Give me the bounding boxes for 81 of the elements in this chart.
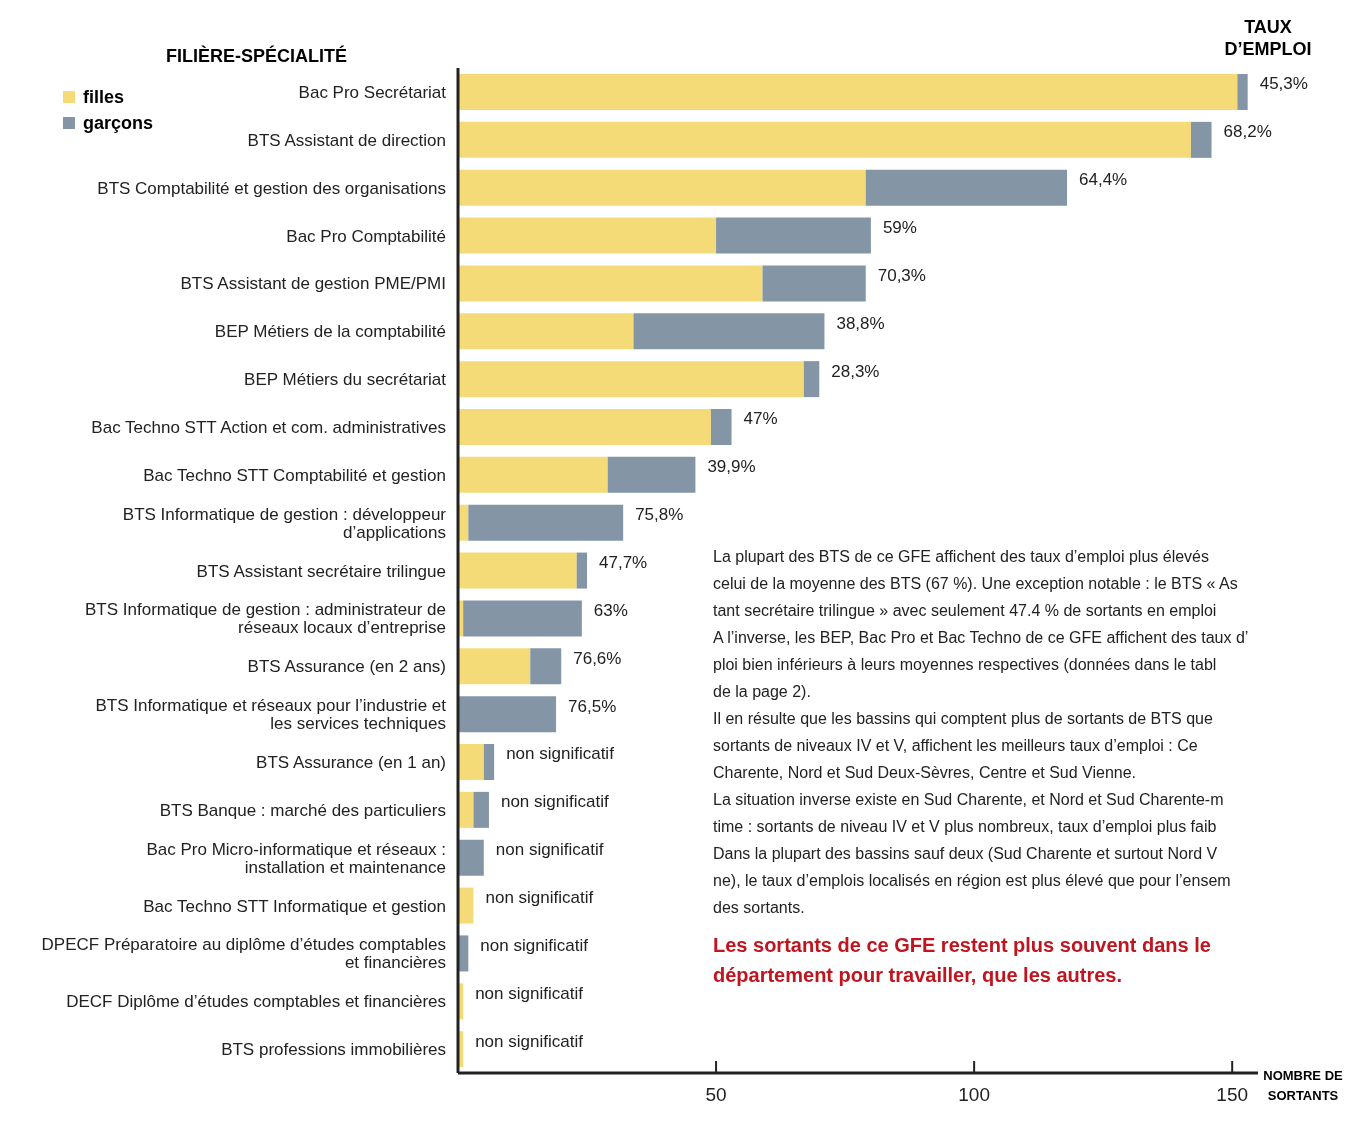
annotation: non significatif: [495, 840, 604, 860]
bar: [458, 265, 763, 302]
annotation: 38,8%: [836, 313, 885, 333]
y-tick-label: BTS Assurance (en 2 ans): [247, 656, 446, 676]
bar: [458, 361, 804, 398]
bar: [576, 552, 588, 589]
legend-label: garçons: [83, 112, 154, 135]
annotation: 63%: [593, 600, 628, 620]
y-tick-label: BTS professions immobilières: [221, 1039, 446, 1059]
y-tick-label: BEP Métiers de la comptabilité: [214, 321, 446, 341]
x-axis-title: NOMBRE DE SORTANTS: [1262, 1067, 1344, 1105]
y-tick-label: BTS Banque : marché des particuliers: [159, 800, 446, 820]
annotation: 28,3%: [831, 361, 880, 381]
annotation: non significatif: [480, 935, 589, 955]
y-tick-label: BTS Informatique de gestion : développeur d’applications: [122, 504, 447, 542]
bar: [607, 456, 696, 493]
annotation: 59%: [882, 218, 917, 237]
annotation: non significatif: [506, 744, 615, 764]
bar: [530, 648, 562, 685]
text: TAUX D’EMPLOI: [1223, 16, 1313, 60]
y-tick-label: BTS Informatique de gestion : administrateur de réseaux locaux d’entreprise: [85, 599, 446, 637]
annotation: 45,3%: [1259, 74, 1308, 94]
bar: [762, 265, 866, 302]
annotation: 76,6%: [573, 648, 622, 668]
y-tick-label: BTS Assistant de direction: [247, 130, 446, 150]
annotation: Les sortants de ce GFE restent plus souvent dans le département pour travailler, que les autres.: [713, 933, 1212, 988]
annotation: 76,5%: [568, 696, 617, 716]
bar: [458, 74, 1238, 110]
bar: [633, 313, 825, 350]
annotation: 39,9%: [707, 457, 756, 477]
y-tick-label: DECF Diplôme d’études comptables et financières: [66, 991, 446, 1011]
bar: [1237, 74, 1248, 110]
bar: [1190, 121, 1212, 158]
bar: [458, 217, 717, 254]
annotation: 68,2%: [1223, 122, 1272, 142]
bar: [710, 409, 732, 445]
annotation: 47%: [743, 409, 778, 429]
bar: [483, 744, 495, 780]
bar: [458, 744, 484, 780]
bar: [458, 648, 531, 685]
annotation: 70,3%: [877, 265, 926, 285]
annotation: 64,4%: [1079, 170, 1128, 190]
y-tick-label: Bac Pro Comptabilité: [286, 226, 446, 245]
y-tick-label: Bac Techno STT Comptabilité et gestion: [143, 465, 446, 485]
y-tick-label: BTS Comptabilité et gestion des organisations: [97, 178, 446, 198]
bar: [458, 552, 577, 589]
y-tick-label: Bac Pro Secrétariat: [298, 82, 447, 102]
bar: [463, 600, 582, 637]
legend-label: filles: [83, 86, 125, 109]
y-tick-label: BTS Assistant secrétaire trilingue: [196, 561, 446, 580]
annotation: non significatif: [475, 1031, 584, 1051]
bar: [458, 121, 1191, 158]
x-tick-label: 100: [958, 1084, 990, 1105]
y-tick-label: Bac Techno STT Action et com. administratives: [91, 417, 446, 437]
bar: [458, 696, 557, 733]
y-tick-label: Bac Pro Micro-informatique et réseaux : installation et maintenance: [146, 839, 446, 877]
bar: [468, 504, 624, 541]
bar: [803, 361, 820, 398]
annotation: non significatif: [485, 888, 594, 907]
bar: [865, 169, 1068, 206]
bar: [458, 409, 711, 445]
y-tick-label: BTS Assurance (en 1 an): [256, 752, 446, 772]
text: La plupart des BTS de ce GFE affichent des taux d’emploi plus élevés celui de la moyenne des BTS (67 %). Une exception notable : le BTS « As tant secrétaire trilingue » avec seulement 47.4 % de sortants en emploi A l’inverse, les BEP, Bac Pro et Bac Techno de ce GFE affichent des taux d’ ploi bien inférieurs à leurs moyennes respectives (données dans le tabl de la page 2). Il en résulte que les bassins qui comptent plus de sortants de BTS que sortants de niveaux IV et V, affichent les meilleurs taux d’emploi : Ce Charente, Nord et Sud Deux-Sèvres, Centre et Sud Vienne. La situation inverse existe en Sud Charente, et Nord et Sud Charente-m time : sortants de niveau IV et V plus nombreux, taux d’emploi plus faib Dans la plupart des bassins sauf deux (Sud Charente et surtout Nord V ne), le taux d’emplois localisés en région est plus élevé que pour l’ensem des sortants.: [713, 548, 1249, 916]
bar: [458, 839, 484, 876]
y-tick-label: BTS Assistant de gestion PME/PMI: [180, 273, 446, 293]
annotation: 75,8%: [635, 505, 684, 525]
y-tick-label: BEP Métiers du secrétariat: [244, 369, 447, 389]
y-axis-title: FILIÈRE-SPÉCIALITÉ: [166, 46, 348, 67]
y-tick-label: BTS Informatique et réseaux pour l’industrie et les services techniques: [95, 695, 447, 733]
annotation: non significatif: [500, 792, 609, 812]
x-tick-label: 50: [705, 1084, 727, 1105]
bar: [458, 169, 866, 206]
bar: [473, 791, 489, 828]
bar: [458, 313, 634, 350]
y-tick-label: DPECF Préparatoire au diplôme d’études comptables et financières: [41, 934, 446, 972]
x-tick-label: 150: [1216, 1084, 1249, 1105]
bar: [716, 217, 871, 254]
annotation: non significatif: [475, 983, 584, 1003]
bar: [458, 456, 608, 493]
annotation: 47,7%: [599, 553, 648, 572]
y-tick-label: Bac Techno STT Informatique et gestion: [143, 896, 446, 915]
